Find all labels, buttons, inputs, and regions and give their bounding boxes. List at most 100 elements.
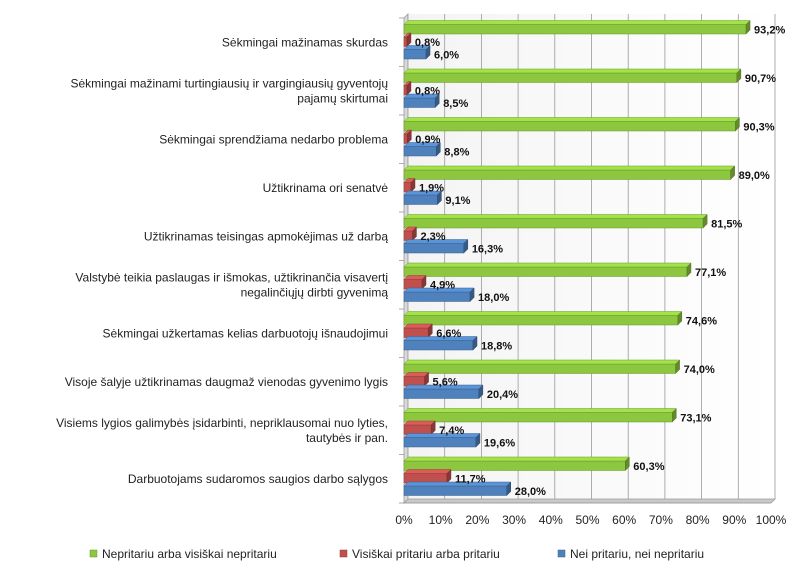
data-label: 74,6% [686,315,717,327]
bar-front [403,376,425,387]
bar-front [403,363,676,374]
data-label: 74,0% [684,364,715,376]
bar-end [425,44,431,60]
bar-end [446,468,452,484]
bar [403,468,452,484]
bar [403,238,469,254]
bar-end [424,371,429,387]
bar-front [403,412,673,423]
bar-top [403,323,433,329]
x-tick-label: 40% [539,513,563,527]
plot-floor [403,498,776,504]
legend-label: Visiškai pritariu arba pritariu [352,547,500,561]
category-label: Visiems lygios galimybės įsidarbinti, ne… [56,416,388,430]
bar-end [436,141,441,157]
bar-front [403,243,465,254]
bar-end [702,213,708,229]
category-label: Sėkmingai mažinamas skurdas [222,35,388,49]
bar-front [403,36,408,47]
x-tick-label: 70% [649,513,673,527]
bar-end [430,420,436,436]
bar [403,274,427,290]
bar-front [403,460,626,471]
data-label: 8,5% [443,98,468,110]
bar-end [506,481,512,497]
bar [403,93,440,109]
bar-end [736,68,742,84]
legend-label: Nepritariu arba visiškai nepritariu [102,547,277,561]
bar-end [407,129,412,145]
bar-end [410,177,416,193]
data-label: 28,0% [515,486,546,498]
bar-front [403,266,688,277]
bar-end [686,262,692,278]
data-label: 73,1% [680,412,711,424]
bar [403,262,692,278]
category-label: tautybės ir pan. [306,431,388,445]
data-label: 2,3% [420,231,445,243]
bar [403,19,751,35]
bar [403,129,412,145]
bar-end [406,32,412,48]
bar-front [403,437,477,448]
data-label: 4,9% [430,279,455,291]
data-label: 90,3% [743,121,774,133]
x-tick-label: 10% [429,513,453,527]
bar [403,32,412,48]
bar-front [403,169,731,180]
data-label: 18,0% [478,292,509,304]
category-label: Užtikrinama ori senatvė [263,181,389,195]
bar-end [437,190,442,206]
bar-front [403,340,474,351]
data-label: 81,5% [711,218,742,230]
data-label: 20,4% [487,389,518,401]
bar-front [403,218,704,229]
bar-front [403,182,412,193]
data-label: 90,7% [745,73,776,85]
bar-front [403,85,408,96]
bar-end [427,323,433,339]
data-label: 0,8% [415,37,440,49]
x-tick-label: 60% [612,513,636,527]
category-label: negalinčiųjų dirbti gyvenimą [241,285,389,299]
bar [403,226,418,242]
bar-end [625,456,630,472]
bar-end [472,335,478,351]
bar-top [403,420,436,426]
bar-end [412,226,417,242]
bar [403,141,441,157]
bar-end [745,19,751,35]
bar-top [403,117,741,122]
legend-label: Nei pritariu, nei nepritariu [570,547,704,561]
data-label: 0,8% [415,85,440,97]
bar-top [403,165,736,171]
bar [403,287,475,303]
data-label: 8,8% [444,146,469,158]
bar [403,116,741,132]
data-label: 9,1% [445,195,470,207]
bar-top [403,68,742,74]
category-label: pajamų skirtumai [297,91,388,105]
bar-end [478,384,484,400]
bar-front [403,49,427,60]
bar-front [403,485,508,496]
category-label: Sėkmingai užkertamas kelias darbuotojų i… [103,326,388,340]
data-label: 6,0% [434,49,459,61]
bar-end [406,80,412,96]
data-label: 6,6% [436,328,461,340]
category-label: Visoje šalyje užtikrinamas daugmaž vieno… [65,375,388,389]
bar-end [735,116,740,132]
bar [403,310,683,326]
legend-swatch [89,549,98,558]
bar-front [403,327,429,338]
bar-front [403,24,747,35]
legend-swatch [339,549,348,558]
data-label: 89,0% [739,170,770,182]
data-label: 60,3% [633,461,664,473]
x-tick-label: 80% [686,513,710,527]
bar-top [403,214,708,219]
category-label: Sėkmingai sprendžiama nedarbo problema [159,132,388,146]
x-tick-label: 100% [756,513,787,527]
data-label: 11,7% [455,473,486,485]
